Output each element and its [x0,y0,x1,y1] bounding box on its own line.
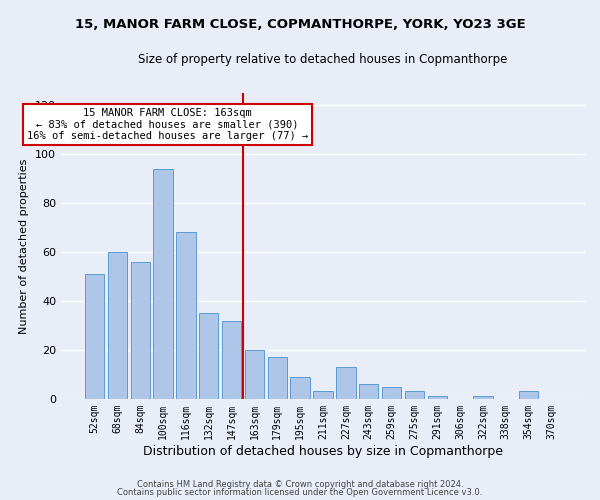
Bar [428,396,447,399]
Bar [290,377,310,399]
Text: Contains public sector information licensed under the Open Government Licence v3: Contains public sector information licen… [118,488,482,497]
Bar [131,262,150,399]
Bar [176,232,196,399]
Bar [473,396,493,399]
Bar [404,392,424,399]
Bar [107,252,127,399]
Bar [245,350,264,399]
Text: Contains HM Land Registry data © Crown copyright and database right 2024.: Contains HM Land Registry data © Crown c… [137,480,463,489]
Title: Size of property relative to detached houses in Copmanthorpe: Size of property relative to detached ho… [139,52,508,66]
Bar [268,357,287,399]
Text: 15, MANOR FARM CLOSE, COPMANTHORPE, YORK, YO23 3GE: 15, MANOR FARM CLOSE, COPMANTHORPE, YORK… [74,18,526,30]
Bar [519,392,538,399]
X-axis label: Distribution of detached houses by size in Copmanthorpe: Distribution of detached houses by size … [143,444,503,458]
Bar [154,169,173,399]
Bar [359,384,379,399]
Y-axis label: Number of detached properties: Number of detached properties [19,158,29,334]
Bar [222,320,241,399]
Text: 15 MANOR FARM CLOSE: 163sqm
← 83% of detached houses are smaller (390)
16% of se: 15 MANOR FARM CLOSE: 163sqm ← 83% of det… [27,108,308,141]
Bar [85,274,104,399]
Bar [336,367,356,399]
Bar [382,386,401,399]
Bar [199,313,218,399]
Bar [313,392,333,399]
